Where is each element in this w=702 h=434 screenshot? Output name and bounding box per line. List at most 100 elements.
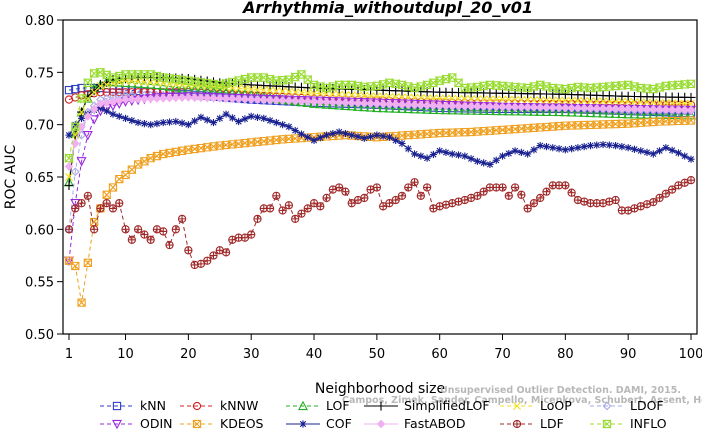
data-point: [454, 151, 463, 159]
data-point: [574, 144, 582, 152]
data-point: [378, 99, 388, 109]
series-LOF: [63, 76, 697, 187]
data-point: [241, 115, 249, 123]
data-point: [624, 144, 632, 152]
data-point: [247, 230, 256, 239]
x-tick-label: 100: [679, 347, 702, 362]
data-point: [598, 104, 608, 113]
data-point: [478, 105, 489, 115]
legend-label: kNN: [140, 398, 166, 413]
data-point: [266, 86, 275, 95]
legend-entry-LOF: LOF: [286, 398, 350, 413]
x-tick-label: 20: [180, 347, 197, 362]
data-point: [511, 147, 519, 155]
data-point: [140, 120, 148, 128]
data-point: [422, 101, 432, 110]
data-point: [221, 248, 231, 257]
data-point: [485, 95, 494, 104]
data-point: [165, 118, 174, 126]
data-point: [617, 97, 626, 106]
data-point: [372, 99, 382, 109]
legend-label: LOF: [326, 398, 350, 413]
data-point: [417, 152, 425, 160]
data-point: [573, 195, 583, 205]
data-point: [497, 105, 508, 116]
data-point: [661, 105, 671, 114]
data-point: [359, 101, 370, 112]
legend-label: ODIN: [140, 416, 173, 431]
data-point: [133, 94, 143, 104]
data-point: [530, 146, 538, 154]
legend-entry-KDEOS: KDEOS: [180, 416, 264, 431]
legend-marker: [111, 419, 123, 430]
data-point: [77, 114, 86, 122]
data-point: [71, 121, 80, 132]
data-point: [561, 181, 570, 190]
data-point: [428, 104, 439, 114]
data-point: [89, 217, 99, 227]
series-line-LoOP: [68, 80, 692, 178]
legend-entry-ODIN: ODIN: [100, 416, 173, 431]
data-point: [442, 148, 450, 157]
data-point: [643, 148, 651, 157]
data-point: [77, 199, 86, 208]
data-point: [102, 80, 111, 89]
legend-marker: [513, 402, 521, 410]
legend-marker: [376, 401, 386, 411]
data-point: [121, 225, 130, 234]
data-point: [528, 106, 539, 116]
legend: kNN kNNW LOF SimplifiedLOF LoOP LDOF ODIN KDEOS…: [100, 398, 667, 431]
data-point: [316, 202, 325, 211]
y-tick-label: 0.75: [25, 66, 54, 81]
y-tick-label: 0.55: [25, 276, 54, 291]
legend-label: INFLO: [630, 416, 667, 431]
data-point: [140, 77, 149, 86]
data-point: [83, 77, 92, 88]
data-point: [555, 145, 563, 153]
legend-entry-FastABOD: FastABOD: [364, 416, 466, 431]
data-point: [604, 108, 615, 118]
data-point: [592, 104, 602, 113]
legend-entry-LDOF: LDOF: [590, 398, 664, 413]
legend-marker: [299, 420, 307, 428]
data-point: [329, 129, 337, 138]
data-point: [171, 225, 180, 234]
data-point: [64, 180, 74, 190]
legend-entry-SimplifiedLOF: SimplifiedLOF: [364, 398, 490, 413]
legend-entry-LoOP: LoOP: [500, 398, 572, 413]
data-point: [316, 134, 324, 142]
legend-label: FastABOD: [404, 416, 466, 431]
legend-marker: [376, 419, 386, 429]
data-point: [610, 108, 621, 118]
data-point: [649, 98, 658, 107]
data-point: [480, 159, 488, 167]
data-point: [579, 103, 589, 113]
data-point: [549, 144, 557, 152]
data-point: [517, 190, 526, 199]
data-point: [89, 104, 99, 114]
legend-label: LoOP: [540, 398, 572, 413]
data-point: [611, 195, 620, 205]
data-point: [591, 107, 602, 118]
x-tick-label: 30: [243, 347, 260, 362]
data-point: [278, 96, 287, 105]
data-point: [165, 93, 174, 103]
data-point: [655, 193, 664, 203]
data-point: [429, 77, 438, 88]
data-point: [536, 142, 544, 150]
data-point: [303, 97, 313, 106]
series-FastABOD: [64, 93, 696, 171]
data-point: [134, 77, 143, 86]
data-point: [297, 130, 306, 138]
plot-area: [63, 67, 697, 307]
data-point: [140, 230, 149, 239]
data-point: [278, 206, 287, 215]
series-INFLO: [64, 67, 696, 164]
data-point: [498, 152, 507, 160]
data-point: [429, 150, 438, 159]
data-point: [284, 201, 294, 210]
series-LDF: [64, 176, 696, 270]
data-point: [259, 95, 269, 105]
data-point: [392, 136, 400, 144]
